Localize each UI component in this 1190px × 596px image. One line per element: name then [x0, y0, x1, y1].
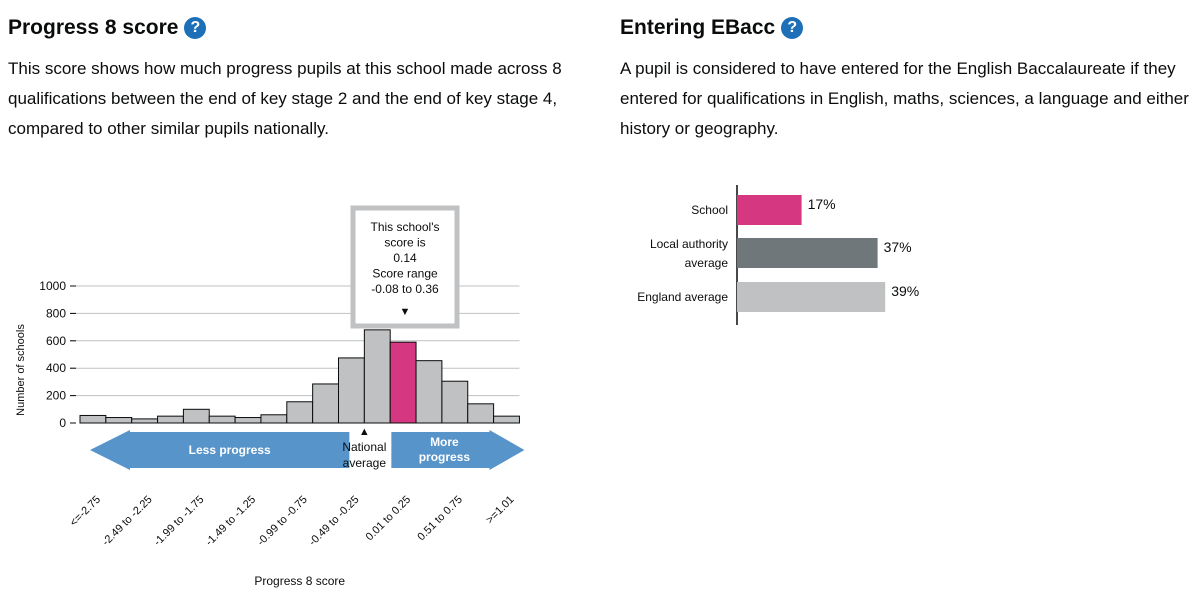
question-mark-icon[interactable]: ?: [184, 17, 207, 39]
less-progress-label: Less progress: [189, 443, 271, 457]
x-tick-label: -0.49 to -0.25: [307, 494, 362, 549]
ebacc-category-label: England average: [637, 290, 728, 304]
ebacc-bar-chart: 17% School 37% Local authority average 39% Eng…: [637, 185, 919, 325]
ebacc-bar: [737, 195, 802, 225]
ebacc-value-label: 37%: [884, 239, 912, 255]
histogram-bar: [493, 415, 520, 424]
more-progress-arrow: [391, 430, 525, 470]
national-average-marker: ▲: [359, 426, 370, 438]
x-tick-label: -1.49 to -1.25: [203, 494, 258, 549]
score-callout-text: score is: [384, 236, 425, 250]
less-progress-arrow: [90, 430, 350, 470]
histogram-bar: [234, 417, 262, 424]
ebacc-category-label: School: [691, 203, 728, 217]
progress8-heading: Progress 8 score ?: [8, 14, 588, 42]
histogram-bar: [467, 403, 495, 424]
x-tick-label: 0.51 to 0.75: [415, 494, 465, 544]
score-callout-pointer: ▼: [400, 306, 411, 318]
x-tick-label: -1.99 to -1.75: [152, 494, 207, 549]
y-tick-label: 400: [46, 361, 66, 375]
histogram-bar: [79, 414, 107, 424]
x-axis-label: Progress 8 score: [254, 574, 345, 588]
histogram-bar: [131, 418, 159, 424]
progress8-title: Progress 8 score: [8, 16, 179, 39]
ebacc-heading: Entering EBacc ?: [620, 14, 1190, 42]
ebacc-bar: [737, 238, 878, 268]
y-axis-label: Number of schools: [15, 324, 27, 416]
national-average-label: National: [342, 440, 386, 454]
progress8-section: Progress 8 score ? This score shows how …: [8, 0, 588, 144]
progress8-histogram: Number of schools 0 200 400 600 800 1000 Less p…: [15, 205, 525, 588]
histogram-bar: [363, 329, 391, 424]
more-progress-label: More: [430, 435, 459, 449]
score-callout-text: Score range: [372, 267, 438, 281]
score-callout: [350, 205, 460, 329]
y-tick-label: 800: [46, 306, 66, 320]
ebacc-section: Entering EBacc ? A pupil is considered t…: [620, 0, 1190, 144]
more-progress-label: progress: [419, 450, 471, 464]
histogram-bar: [105, 417, 133, 424]
ebacc-category-label: average: [685, 256, 729, 270]
histogram-bar: [157, 415, 184, 424]
histogram-bar: [441, 380, 469, 424]
score-callout-text: 0.14: [393, 251, 417, 265]
histogram-bar: [260, 414, 288, 424]
ebacc-category-label: Local authority: [650, 237, 728, 251]
x-tick-label: -0.99 to -0.75: [255, 494, 310, 549]
question-mark-icon[interactable]: ?: [781, 17, 804, 39]
x-tick-label: 0.01 to 0.25: [364, 494, 414, 544]
ebacc-description: A pupil is considered to have entered fo…: [620, 59, 1189, 138]
histogram-bar: [338, 357, 365, 424]
histogram-bar: [286, 401, 314, 424]
ebacc-value-label: 17%: [808, 196, 836, 212]
progress8-description: This score shows how much progress pupil…: [8, 59, 562, 138]
ebacc-value-label: 39%: [891, 283, 919, 299]
x-tick-label: <=-2.75: [68, 494, 103, 529]
x-tick-label: >=1.01: [484, 494, 517, 527]
histogram-bar: [312, 383, 339, 424]
score-callout-text: -0.08 to 0.36: [371, 282, 439, 296]
ebacc-title: Entering EBacc: [620, 16, 776, 39]
school-bar: [389, 341, 417, 424]
y-tick-label: 0: [59, 416, 66, 430]
y-tick-label: 200: [46, 389, 66, 403]
x-tick-label: -2.49 to -2.25: [100, 494, 155, 549]
ebacc-bar: [737, 282, 886, 312]
national-average-label: average: [343, 456, 387, 470]
histogram-bar: [182, 408, 210, 424]
y-tick-label: 600: [46, 334, 66, 348]
y-tick-label: 1000: [39, 279, 66, 293]
score-callout-text: This school's: [371, 220, 440, 234]
histogram-bar: [415, 360, 443, 424]
histogram-bar: [208, 415, 236, 424]
